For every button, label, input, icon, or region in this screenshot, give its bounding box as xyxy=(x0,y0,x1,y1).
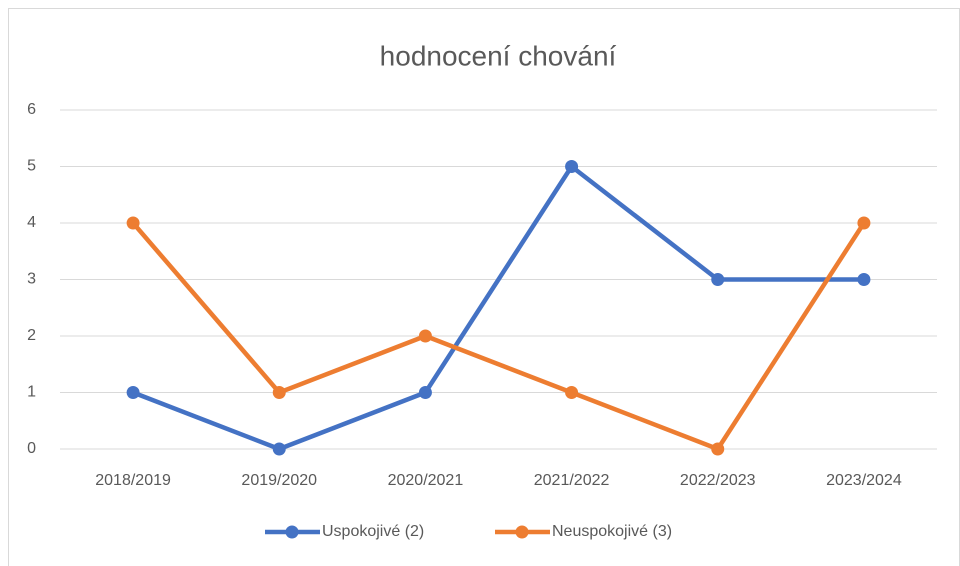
y-tick-label: 5 xyxy=(27,158,36,175)
y-tick-label: 0 xyxy=(27,440,36,457)
data-point xyxy=(565,160,579,173)
chart-border xyxy=(8,8,960,566)
series-line xyxy=(132,164,864,452)
chart-title: hodnocení chování xyxy=(380,40,617,71)
y-tick-label: 2 xyxy=(27,327,36,344)
data-point xyxy=(126,386,140,399)
data-point xyxy=(711,442,725,456)
x-tick-label: 2021/2022 xyxy=(534,472,610,489)
x-tick-label: 2018/2019 xyxy=(95,472,171,489)
x-tick-label: 2022/2023 xyxy=(680,472,756,489)
data-point xyxy=(272,442,286,456)
legend-marker xyxy=(515,525,529,539)
data-point xyxy=(711,273,725,286)
series-line xyxy=(131,221,866,452)
x-tick-label: 2023/2024 xyxy=(826,472,902,489)
y-tick-label: 4 xyxy=(27,214,36,231)
x-tick-label: 2020/2021 xyxy=(388,472,464,489)
data-point xyxy=(857,273,871,286)
y-tick-label: 6 xyxy=(27,101,36,118)
data-point xyxy=(418,329,432,343)
legend-label: Uspokojivé (2) xyxy=(322,523,424,540)
legend-label: Neuspokojivé (3) xyxy=(552,523,672,540)
y-tick-label: 3 xyxy=(27,271,36,288)
data-point xyxy=(565,386,579,399)
y-tick-label: 1 xyxy=(27,384,36,401)
data-point xyxy=(418,386,432,399)
legend-marker xyxy=(285,525,299,539)
data-point xyxy=(857,216,871,230)
data-point xyxy=(126,216,140,230)
x-tick-label: 2019/2020 xyxy=(241,472,317,489)
data-point xyxy=(272,386,286,399)
